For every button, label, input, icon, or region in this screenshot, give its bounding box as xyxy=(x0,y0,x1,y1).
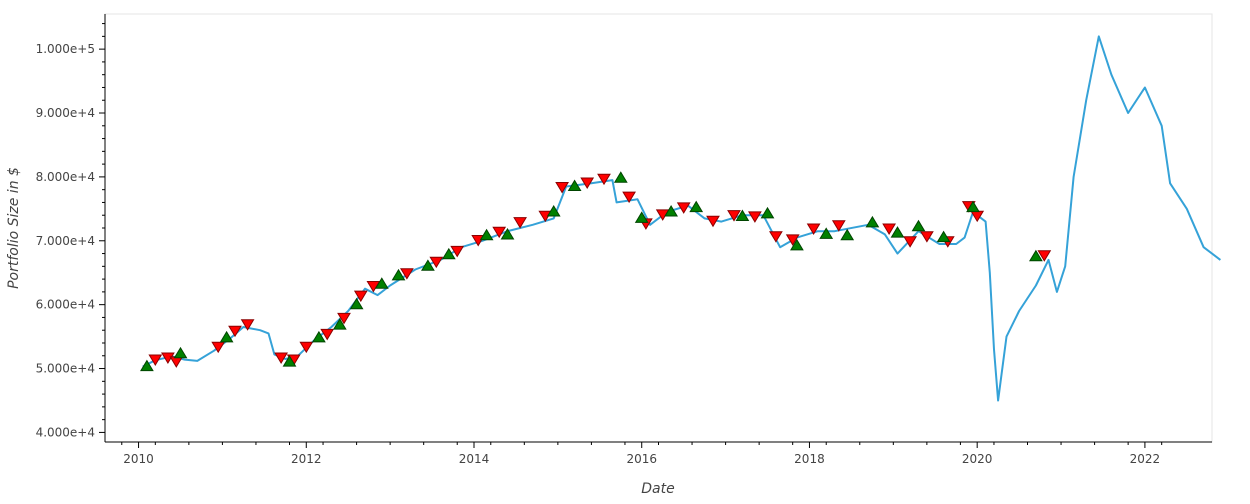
buy-marker xyxy=(219,330,234,343)
sell-marker xyxy=(299,341,314,354)
buy-marker xyxy=(966,200,980,213)
sell-marker xyxy=(337,312,351,325)
x-tick-label: 2010 xyxy=(123,452,154,466)
buy-marker xyxy=(790,238,804,251)
y-tick-label: 7.000e+4 xyxy=(36,234,95,248)
sell-marker xyxy=(320,328,335,341)
y-tick-label: 1.000e+5 xyxy=(36,42,95,56)
buy-marker xyxy=(664,205,678,217)
sell-marker xyxy=(580,177,595,189)
sell-marker xyxy=(806,223,821,235)
buy-marker xyxy=(890,226,905,238)
buy-marker xyxy=(140,359,154,372)
sell-marker xyxy=(492,226,507,239)
buy-marker xyxy=(173,346,188,359)
y-tick-label: 4.000e+4 xyxy=(36,425,95,439)
sell-marker xyxy=(831,220,846,232)
series-layer xyxy=(140,35,1222,402)
x-tick-label: 2014 xyxy=(459,452,490,466)
sell-marker xyxy=(903,236,917,248)
buy-marker xyxy=(546,205,561,217)
buy-marker xyxy=(936,230,951,243)
plot-outline xyxy=(104,13,1213,443)
sell-marker xyxy=(970,210,985,223)
sell-marker xyxy=(706,215,720,228)
sell-marker xyxy=(274,352,288,364)
sell-marker xyxy=(240,319,255,331)
buy-marker xyxy=(567,179,582,191)
sell-marker xyxy=(622,191,636,204)
buy-marker xyxy=(421,259,435,271)
sell-marker xyxy=(769,231,783,243)
sell-marker xyxy=(597,173,611,186)
sell-marker xyxy=(882,223,896,235)
buy-marker xyxy=(282,355,297,367)
sell-marker xyxy=(429,256,444,269)
buy-marker xyxy=(865,215,880,228)
buy-marker xyxy=(735,209,750,221)
ticks-layer: 2010 2012 2014 2016 2018 2020 2022 4.000e+4 5.00… xyxy=(36,23,1163,466)
buy-marker xyxy=(1029,249,1043,262)
sell-marker xyxy=(211,341,226,354)
x-tick-label: 2022 xyxy=(1130,452,1161,466)
sell-marker xyxy=(748,211,762,223)
sell-marker xyxy=(920,231,934,243)
axes-layer xyxy=(104,14,1212,443)
y-tick-label: 8.000e+4 xyxy=(36,170,95,184)
buy-marker xyxy=(391,268,406,281)
sell-marker xyxy=(555,182,569,194)
y-tick-label: 9.000e+4 xyxy=(36,106,95,120)
sell-marker xyxy=(513,217,527,229)
y-tick-label: 5.000e+4 xyxy=(36,362,95,376)
y-axis-title: Portfolio Size in $ xyxy=(6,167,22,289)
sell-marker xyxy=(228,325,242,338)
buy-marker xyxy=(689,200,704,213)
buy-marker xyxy=(760,206,775,219)
sell-marker xyxy=(1037,250,1052,262)
x-tick-label: 2018 xyxy=(794,452,825,466)
buy-marker xyxy=(441,247,456,260)
sell-marker xyxy=(400,268,414,280)
sell-marker xyxy=(353,290,368,303)
sell-marker xyxy=(727,210,741,222)
sell-marker xyxy=(148,354,163,366)
buy-marker xyxy=(634,211,649,223)
x-tick-label: 2020 xyxy=(962,452,993,466)
buy-marker xyxy=(911,219,926,232)
sell-marker xyxy=(169,356,184,368)
buy-marker xyxy=(840,228,855,241)
x-tick-label: 2012 xyxy=(291,452,322,466)
x-tick-label: 2016 xyxy=(626,452,657,466)
y-tick-label: 6.000e+4 xyxy=(36,298,95,312)
x-axis-title: Date xyxy=(641,481,674,497)
buy-marker xyxy=(374,277,389,289)
sell-marker xyxy=(785,234,800,246)
buy-marker xyxy=(819,227,834,239)
buy-marker xyxy=(332,318,347,330)
buy-marker xyxy=(349,297,364,310)
buy-marker xyxy=(312,330,326,343)
buy-marker xyxy=(613,171,628,183)
sell-marker xyxy=(450,245,465,258)
buy-marker xyxy=(500,228,515,240)
sell-marker xyxy=(676,202,691,214)
buy-marker xyxy=(479,228,494,241)
